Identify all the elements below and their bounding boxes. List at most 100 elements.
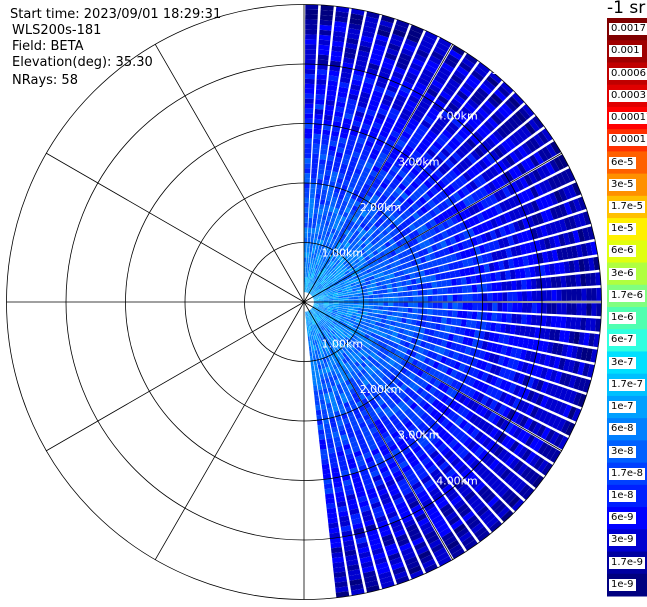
range-gate-cell xyxy=(352,310,358,314)
range-gate-cell xyxy=(327,407,333,414)
range-gate-cell xyxy=(509,151,520,164)
range-gate-cell xyxy=(309,272,312,278)
range-gate-cell xyxy=(498,391,508,403)
range-gate-cell xyxy=(390,347,397,354)
range-gate-cell xyxy=(454,479,466,491)
range-gate-cell xyxy=(314,264,319,270)
range-gate-cell xyxy=(305,69,316,75)
range-gate-cell xyxy=(340,163,348,170)
range-gate-cell xyxy=(477,107,489,119)
range-gate-cell xyxy=(549,329,556,341)
range-gate-cell xyxy=(376,173,385,182)
range-gate-cell xyxy=(419,270,426,277)
range-gate-cell xyxy=(522,487,535,501)
range-gate-cell xyxy=(337,311,343,315)
range-gate-cell xyxy=(568,260,576,273)
range-gate-cell xyxy=(493,333,500,343)
range-gate-cell xyxy=(328,325,334,330)
range-gate-cell xyxy=(400,166,410,175)
range-gate-cell xyxy=(306,257,309,263)
range-gate-cell xyxy=(337,424,345,432)
range-gate-cell xyxy=(306,247,310,253)
range-gate-cell xyxy=(308,288,311,294)
range-gate-cell xyxy=(549,159,560,173)
range-gate-cell xyxy=(411,57,425,68)
range-gate-cell xyxy=(327,190,333,197)
range-gate-cell xyxy=(354,212,361,219)
range-gate-cell xyxy=(411,313,418,320)
range-gate-cell xyxy=(540,196,549,209)
range-gate-cell xyxy=(355,59,368,67)
range-gate-cell xyxy=(331,196,338,203)
range-gate-cell xyxy=(435,273,441,281)
range-gate-cell xyxy=(393,452,404,461)
range-gate-cell xyxy=(445,82,458,93)
range-gate-cell xyxy=(462,197,471,208)
range-gate-cell xyxy=(344,318,351,322)
range-gate-cell xyxy=(490,113,503,126)
range-gate-cell xyxy=(348,331,354,337)
range-gate-cell xyxy=(396,317,402,323)
range-gate-cell xyxy=(388,257,395,264)
range-gate-cell xyxy=(467,366,475,376)
range-gate-cell xyxy=(424,212,433,221)
range-gate-cell xyxy=(329,532,341,539)
range-gate-cell xyxy=(404,188,413,197)
range-gate-cell xyxy=(363,451,372,460)
range-gate-cell xyxy=(464,328,471,337)
range-gate-cell xyxy=(497,85,510,98)
range-gate-cell xyxy=(319,348,324,354)
range-gate-cell xyxy=(453,499,466,510)
range-gate-cell xyxy=(373,85,385,94)
range-gate-cell xyxy=(393,161,403,170)
range-gate-cell xyxy=(367,174,376,182)
range-gate-cell xyxy=(417,517,430,527)
range-gate-cell xyxy=(331,347,337,354)
range-gate-cell xyxy=(412,265,419,272)
range-gate-cell xyxy=(473,416,483,427)
range-gate-cell xyxy=(337,172,345,180)
range-gate-cell xyxy=(333,346,339,352)
range-gate-cell xyxy=(553,329,561,342)
range-gate-cell xyxy=(338,86,349,94)
range-gate-cell xyxy=(546,250,554,263)
range-gate-cell xyxy=(373,552,386,561)
range-gate-cell xyxy=(304,272,306,278)
range-gate-cell xyxy=(342,386,349,393)
range-gate-cell xyxy=(373,325,380,331)
range-gate-cell xyxy=(526,390,536,402)
range-gate-cell xyxy=(454,213,463,223)
range-gate-cell xyxy=(470,192,480,203)
range-gate-cell xyxy=(490,375,499,386)
range-gate-cell xyxy=(485,424,495,436)
range-gate-cell xyxy=(344,229,350,236)
range-gate-cell xyxy=(328,300,334,302)
range-gate-cell xyxy=(351,240,357,247)
colorbar-tick-label: 1e-7 xyxy=(609,401,636,414)
range-gate-cell xyxy=(481,312,488,321)
range-gate-cell xyxy=(412,308,418,314)
range-gate-cell xyxy=(315,404,321,411)
range-gate-cell xyxy=(528,472,540,486)
range-gate-cell xyxy=(338,328,344,333)
range-gate-cell xyxy=(314,248,318,255)
range-gate-cell xyxy=(361,170,369,178)
range-gate-cell xyxy=(326,320,331,326)
range-gate-cell xyxy=(305,24,318,30)
range-gate-cell xyxy=(427,289,433,295)
range-gate-cell xyxy=(494,377,503,388)
range-gate-cell xyxy=(304,192,310,198)
range-gate-cell xyxy=(473,131,484,142)
range-gate-cell xyxy=(344,350,351,356)
range-gate-cell xyxy=(570,274,577,287)
range-gate-cell xyxy=(431,281,438,288)
range-gate-cell xyxy=(359,249,366,255)
range-gate-cell xyxy=(318,343,322,350)
range-gate-cell xyxy=(398,270,405,276)
range-gate-cell xyxy=(423,357,431,365)
range-gate-cell xyxy=(389,366,396,374)
range-gate-cell xyxy=(401,130,412,140)
range-gate-cell xyxy=(311,268,315,274)
range-gate-cell xyxy=(420,390,428,399)
range-gate-cell xyxy=(335,235,341,242)
